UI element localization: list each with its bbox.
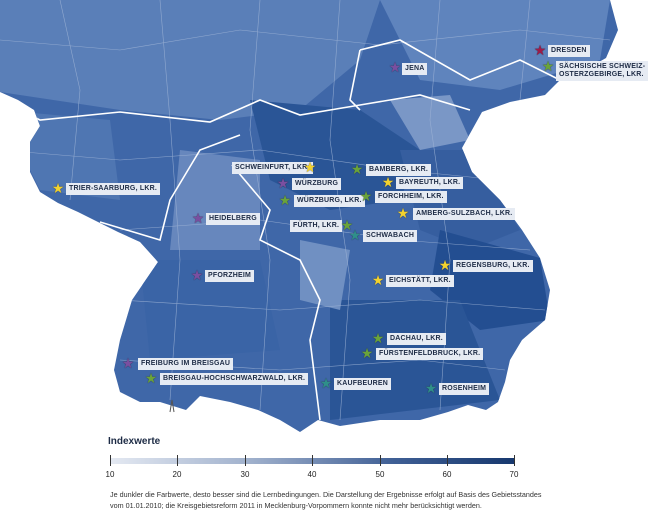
legend-tick-label: 30	[240, 470, 250, 479]
legend-tick-label: 20	[172, 470, 182, 479]
star-icon[interactable]: ★	[340, 217, 354, 233]
star-icon[interactable]: ★	[319, 375, 333, 391]
marker-label[interactable]: BAMBERG, LKR.	[366, 164, 431, 176]
marker-label[interactable]: JENA	[402, 63, 428, 75]
marker-label[interactable]: BREISGAU-HOCHSCHWARZWALD, LKR.	[160, 373, 309, 385]
star-icon[interactable]: ★	[541, 58, 555, 74]
marker-label[interactable]: AMBERG-SULZBACH, LKR.	[413, 208, 516, 220]
marker-label[interactable]: DRESDEN	[548, 45, 590, 57]
legend-tick-label: 60	[442, 470, 452, 479]
star-icon[interactable]: ★	[348, 227, 362, 243]
marker-label[interactable]: KAUFBEUREN	[334, 378, 391, 390]
legend-tick-label: 40	[307, 470, 317, 479]
star-icon[interactable]: ★	[533, 42, 547, 58]
star-icon[interactable]: ★	[276, 175, 290, 191]
star-icon[interactable]: ★	[396, 205, 410, 221]
star-icon[interactable]: ★	[121, 355, 135, 371]
marker-label[interactable]: FREIBURG IM BREISGAU	[138, 358, 234, 370]
star-icon[interactable]: ★	[388, 59, 402, 75]
star-icon[interactable]: ★	[51, 180, 65, 196]
marker-label[interactable]: WÜRZBURG	[292, 178, 342, 190]
star-icon[interactable]: ★	[303, 159, 317, 175]
star-icon[interactable]: ★	[144, 370, 158, 386]
legend-tick	[110, 455, 111, 466]
marker-label[interactable]: PFORZHEIM	[205, 270, 255, 282]
legend-tick	[380, 455, 381, 466]
star-icon[interactable]: ★	[359, 188, 373, 204]
marker-label[interactable]: DACHAU, LKR.	[387, 333, 446, 345]
legend-tick	[447, 455, 448, 466]
marker-label[interactable]: ROSENHEIM	[439, 383, 490, 395]
marker-label[interactable]: FÜRTH, LKR.	[290, 220, 343, 232]
legend-tick-label: 50	[375, 470, 385, 479]
star-icon[interactable]: ★	[424, 380, 438, 396]
footnote: Je dunkler die Farbwerte, desto besser s…	[110, 489, 630, 511]
legend-tick	[177, 455, 178, 466]
legend-tick-label: 70	[509, 470, 519, 479]
footnote-line: vom 01.01.2010; die Kreisgebietsreform 2…	[110, 501, 482, 510]
star-icon[interactable]: ★	[278, 192, 292, 208]
marker-label[interactable]: SÄCHSISCHE SCHWEIZ- OSTERZGEBIRGE, LKR.	[556, 61, 649, 81]
marker-label[interactable]: SCHWABACH	[363, 230, 418, 242]
marker-label[interactable]: BAYREUTH, LKR.	[396, 177, 464, 189]
star-icon[interactable]: ★	[191, 210, 205, 226]
star-icon[interactable]: ★	[438, 257, 452, 273]
star-icon[interactable]: ★	[350, 161, 364, 177]
star-icon[interactable]: ★	[371, 272, 385, 288]
star-icon[interactable]: ★	[371, 330, 385, 346]
lake-constance-marker	[169, 399, 175, 413]
legend-tick	[514, 455, 515, 466]
star-icon[interactable]: ★	[381, 174, 395, 190]
marker-label[interactable]: EICHSTÄTT, LKR.	[386, 275, 454, 287]
marker-label[interactable]: FÜRSTENFELDBRUCK, LKR.	[376, 348, 484, 360]
legend-tick-label: 10	[105, 470, 115, 479]
state-borders	[0, 39, 561, 421]
star-icon[interactable]: ★	[190, 267, 204, 283]
legend-tick	[312, 455, 313, 466]
marker-label[interactable]: SCHWEINFURT, LKR.	[232, 162, 313, 174]
marker-label-line1: SÄCHSISCHE SCHWEIZ-	[559, 63, 646, 70]
marker-label[interactable]: REGENSBURG, LKR.	[453, 260, 533, 272]
footnote-line: Je dunkler die Farbwerte, desto besser s…	[110, 490, 542, 499]
marker-label[interactable]: HEIDELBERG	[206, 213, 260, 225]
marker-label[interactable]: WÜRZBURG, LKR.	[294, 195, 365, 207]
marker-label-line2: OSTERZGEBIRGE, LKR.	[559, 71, 644, 78]
star-icon[interactable]: ★	[360, 345, 374, 361]
legend-title: Indexwerte	[108, 436, 161, 447]
marker-label[interactable]: TRIER-SAARBURG, LKR.	[66, 183, 160, 195]
legend-tick	[245, 455, 246, 466]
marker-label[interactable]: FORCHHEIM, LKR.	[375, 191, 447, 203]
